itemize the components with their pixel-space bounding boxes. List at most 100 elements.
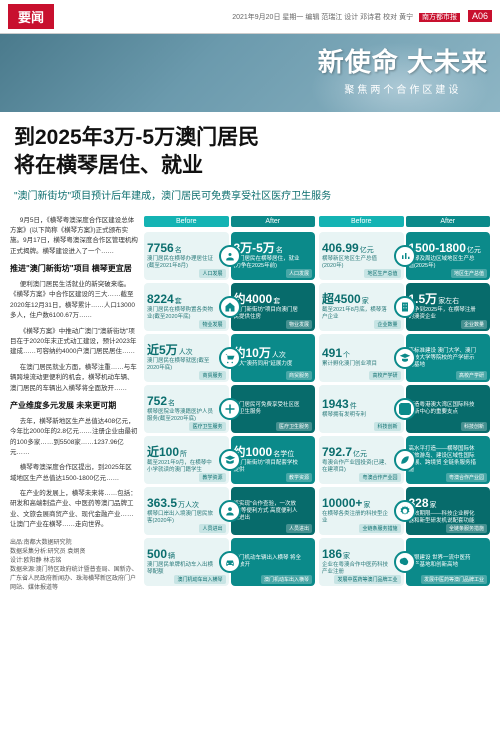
stat-number: 10000+家	[322, 497, 401, 510]
stat-tag: 澳门机动车出入横琴	[174, 575, 225, 584]
stat-number: 406.99亿元	[322, 242, 401, 255]
stat-before: 近5万人次 澳门居民在横琴就医(截至2020年底) 商贸服务	[144, 334, 229, 382]
headline-block: 到2025年3万-5万澳门居民 将在横琴居住、就业 "澳门新街坊"项目预计后年建…	[0, 112, 500, 210]
stat-after: 将实现"合作查验，一次放行"等便利方式 高度便利人员进出 人员进出	[231, 487, 316, 535]
stat-desc: 着眼建设 世界一流中医药 生产基地和创新高地	[409, 555, 477, 569]
hero-title: 新使命 大未来	[318, 42, 488, 79]
stat-tag: 科技创新	[374, 422, 400, 431]
gear-icon	[394, 500, 416, 522]
stat-tag: 商贸服务	[199, 371, 225, 380]
stat-desc: 高水平打造——横琴国际休闲旅游岛、建设区域性国际会展、跨境贸 全链条服务措施	[409, 446, 477, 474]
article-subhead: 推进"澳门新街坊"项目 横琴更宜居	[10, 263, 138, 276]
stat-row: 752名 横琴医院业等澳籍医护人员服务(截至2020年底) 医疗卫生服务 澳门居…	[144, 385, 315, 433]
stat-before: 363.5万人次 横琴口岸出入境澳门居民旅客(2020年) 人员进出	[144, 487, 229, 535]
infographic-col-a: Before After 7756名 澳门居民在横琴办理居住证(截至2021年8…	[144, 216, 315, 593]
stat-tag: 物业发展	[286, 320, 312, 329]
hero-subtitle: 聚焦两个合作区建设	[318, 81, 488, 96]
section-tag: 要闻	[8, 4, 54, 29]
stat-tag: 人员进出	[199, 524, 225, 533]
stat-tag: 人口发展	[199, 269, 225, 278]
col-after-label: After	[231, 216, 316, 227]
stat-after: 澳门居民可免费享受社区医疗卫生服务 医疗卫生服务	[231, 385, 316, 433]
stat-desc: 累计孵化澳门创业项目	[322, 361, 390, 368]
stat-desc: 横琴及周边区域地区生产总值(2025年)	[409, 256, 477, 270]
stat-row: 186家 企业在粤澳合作中医药科技产业注册 发展中医药等澳门品牌工业 着眼建设 …	[319, 538, 490, 586]
col-before-label: Before	[144, 216, 229, 227]
stat-before: 792.7亿元 粤澳合作产业园投资(已建、在建项目) 粤澳合作产业园	[319, 436, 404, 484]
stat-row: 7756名 澳门居民在横琴办理居住证(截至2021年8月) 人口发展 3万-5万…	[144, 232, 315, 280]
stat-after: 328家 有效期限——科技企业孵化器和新型研发机说配套功能 全链条服务措施	[406, 487, 491, 535]
stat-after: 约4000套 "澳门新街坊"项目向澳门居民提供住房 物业发展	[231, 283, 316, 331]
stat-tag: 教学资源	[286, 473, 312, 482]
headline-h1: 到2025年3万-5万澳门居民 将在横琴居住、就业	[14, 124, 486, 181]
stat-after: 高水平打造——横琴国际休闲旅游岛、建设区域性国际会展、跨境贸 全链条服务措施 粤…	[406, 436, 491, 484]
stat-before: 超4500家 截至2021年8月底，横琴落户企业 企业数量	[319, 283, 404, 331]
stat-before: 近100所 截至2021年9月，在横琴中小学就读的澳门籍学生 教学资源	[144, 436, 229, 484]
page-number: A06	[468, 10, 492, 22]
stat-row: 1943件 横琴拥有发明专利 科技创新 打造粤港澳大湾区国际科技创新中心的重要支…	[319, 385, 490, 433]
stat-after: 澳门机动车辆出入横琴 将全面放开 澳门机动车出入横琴	[231, 538, 316, 586]
stat-number: 491个	[322, 347, 401, 360]
stat-before: 10000+家 在横琴各类注册的科技型企业 全链条服务措施	[319, 487, 404, 535]
stat-tag: 粤澳合作产业园	[359, 473, 400, 482]
stat-desc: 加大"澳药同用"延展力度	[234, 361, 302, 368]
house-icon	[219, 296, 241, 318]
infographic-grid: Before After 7756名 澳门居民在横琴办理居住证(截至2021年8…	[144, 216, 490, 593]
article-p: 《横琴方案》中推动广澳门"澳新街坊"项目在于2020年末正式动工建设，预计202…	[10, 327, 138, 358]
article-p: 9月5日，《横琴粤澳深度合作区建设总体方案》(以下简称《横琴方案》)正式颁布实施…	[10, 216, 138, 258]
medical-icon	[219, 398, 241, 420]
stat-desc: 横琴医院业等澳籍医护人员服务(截至2020年底)	[147, 409, 215, 423]
atom-icon	[394, 398, 416, 420]
stat-desc: 澳门居民单牌机动车入出横琴配额	[147, 562, 215, 576]
person-icon	[219, 500, 241, 522]
building-icon	[394, 296, 416, 318]
stat-desc: 高标准建设 澳门大学、澳门科技大学等院校的产学研示范基地	[409, 348, 477, 369]
stat-row: 500辆 澳门居民单牌机动车入出横琴配额 澳门机动车出入横琴 澳门机动车辆出入横…	[144, 538, 315, 586]
article-credits: 出品:南都大数据研究院 数据采集分析:研究员 袁炯贤 设计:欧阳静 林志铭 数据…	[10, 539, 138, 593]
stat-before: 186家 企业在粤澳合作中医药科技产业注册 发展中医药等澳门品牌工业	[319, 538, 404, 586]
col-before-label: Before	[319, 216, 404, 227]
stat-after: 高标准建设 澳门大学、澳门科技大学等院校的产学研示范基地 高校产学研	[406, 334, 491, 382]
stat-row: 超4500家 截至2021年8月底，横琴落户企业 企业数量 1.5万家左右 力争…	[319, 283, 490, 331]
stat-desc: 截至2021年9月，在横琴中小学就读的澳门籍学生	[147, 460, 215, 474]
stat-tag: 全链条服务措施	[359, 524, 400, 533]
stat-tag: 人员进出	[286, 524, 312, 533]
stat-tag: 发展中医药等澳门品牌工业	[421, 575, 487, 584]
stat-after: 约10万人次 加大"澳药同用"延展力度 商贸服务	[231, 334, 316, 382]
stat-number: 近5万人次	[147, 344, 226, 357]
stat-number: 186家	[322, 548, 401, 561]
chart-icon	[394, 245, 416, 267]
stat-number: 近100所	[147, 446, 226, 459]
stat-before: 1943件 横琴拥有发明专利 科技创新	[319, 385, 404, 433]
col-after-label: After	[406, 216, 491, 227]
stat-desc: 粤澳合作产业园投资(已建、在建项目)	[322, 460, 390, 474]
pill-icon	[394, 551, 416, 573]
stat-desc: 企业在粤澳合作中医药科技产业注册	[322, 562, 390, 576]
school-icon	[219, 449, 241, 471]
article-p: 在产业的发展上，横琴未来将……包括：研发和高端制造产业、中医药等澳门品牌工业、文…	[10, 489, 138, 531]
people-icon	[219, 245, 241, 267]
stat-desc: 有效期限——科技企业孵化器和新型研发机说配套功能	[409, 511, 477, 525]
car-icon	[219, 551, 241, 573]
stat-tag: 澳门机动车出入横琴	[261, 575, 312, 584]
stat-after: 约1000名学位 "澳门新街坊"项目配套学校提供 教学资源	[231, 436, 316, 484]
stat-tag: 高校产学研	[456, 371, 487, 380]
stat-after: 1.5万家左右 力争到2025年，在横琴注册的澳资企业 企业数量	[406, 283, 491, 331]
stat-tag: 全链条服务措施	[446, 524, 487, 533]
stat-after: 打造粤港澳大湾区国际科技创新中心的重要支点 科技创新	[406, 385, 491, 433]
stat-desc: 澳门居民在横琴办理居住证(截至2021年8月)	[147, 256, 215, 270]
stat-after: 3万-5万名 澳门居民在横琴居住，就业(力争在2025年前) 人口发展	[231, 232, 316, 280]
stat-before: 491个 累计孵化澳门创业项目 高校产学研	[319, 334, 404, 382]
headline-sub: "澳门新街坊"项目预计后年建成，澳门居民可免费享受社区医疗卫生服务	[14, 187, 486, 202]
article-p: 横琴粤澳深度合作区提出，到2025年区域地区生产总值达1500-1800亿元……	[10, 463, 138, 484]
stat-before: 752名 横琴医院业等澳籍医护人员服务(截至2020年底) 医疗卫生服务	[144, 385, 229, 433]
stat-tag: 医疗卫生服务	[189, 422, 225, 431]
paper-badge: 南方都市报	[419, 13, 460, 22]
issue-date: 2021年9月20日 星期一 编辑 范瑞江 设计 邓诗君 校对 黄宁	[232, 14, 413, 21]
stat-row: 8224套 澳门居民在横琴购置各类物业(截至2020年底) 物业发展 约4000…	[144, 283, 315, 331]
stat-row: 491个 累计孵化澳门创业项目 高校产学研 高标准建设 澳门大学、澳门科技大学等…	[319, 334, 490, 382]
stat-number: 792.7亿元	[322, 446, 401, 459]
grad-icon	[394, 347, 416, 369]
stat-row: 近100所 截至2021年9月，在横琴中小学就读的澳门籍学生 教学资源 约100…	[144, 436, 315, 484]
stat-row: 406.99亿元 横琴新区地区生产总值(2020年) 地区生产总值 1500-1…	[319, 232, 490, 280]
